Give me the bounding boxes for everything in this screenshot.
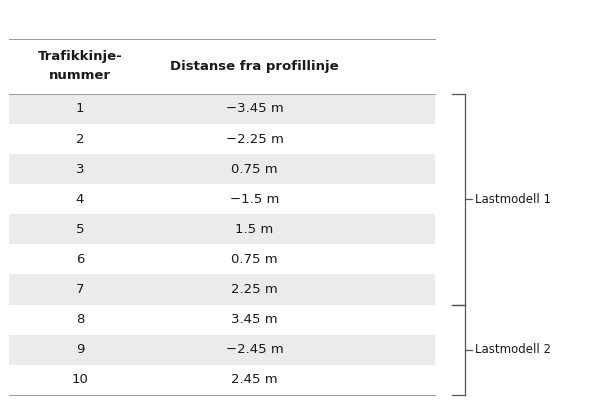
FancyBboxPatch shape [9,274,435,304]
FancyBboxPatch shape [9,94,435,124]
Text: Lastmodell 2: Lastmodell 2 [475,343,551,356]
Text: −2.45 m: −2.45 m [226,343,284,356]
Text: 1.5 m: 1.5 m [236,223,274,236]
Text: 2.45 m: 2.45 m [231,373,278,386]
Text: 8: 8 [76,313,84,326]
Text: 2: 2 [76,133,84,146]
Text: 3: 3 [76,162,84,175]
Text: 2.25 m: 2.25 m [231,283,278,296]
Text: −3.45 m: −3.45 m [226,103,284,116]
Text: 4: 4 [76,193,84,206]
FancyBboxPatch shape [9,335,435,365]
Text: 10: 10 [72,373,88,386]
Text: 3.45 m: 3.45 m [231,313,278,326]
FancyBboxPatch shape [9,214,435,244]
Text: −1.5 m: −1.5 m [230,193,279,206]
FancyBboxPatch shape [9,244,435,274]
Text: 7: 7 [76,283,84,296]
Text: Distanse fra profillinje: Distanse fra profillinje [170,60,339,73]
Text: −2.25 m: −2.25 m [226,133,284,146]
Text: 0.75 m: 0.75 m [231,253,278,266]
FancyBboxPatch shape [9,184,435,214]
Text: 0.75 m: 0.75 m [231,162,278,175]
Text: 5: 5 [76,223,84,236]
Text: 6: 6 [76,253,84,266]
FancyBboxPatch shape [9,39,435,94]
Text: 9: 9 [76,343,84,356]
Text: Lastmodell 1: Lastmodell 1 [475,193,551,206]
Text: 1: 1 [76,103,84,116]
Text: Trafikkinje-
nummer: Trafikkinje- nummer [37,50,123,82]
FancyBboxPatch shape [9,124,435,154]
FancyBboxPatch shape [9,365,435,395]
FancyBboxPatch shape [9,304,435,335]
FancyBboxPatch shape [9,154,435,184]
